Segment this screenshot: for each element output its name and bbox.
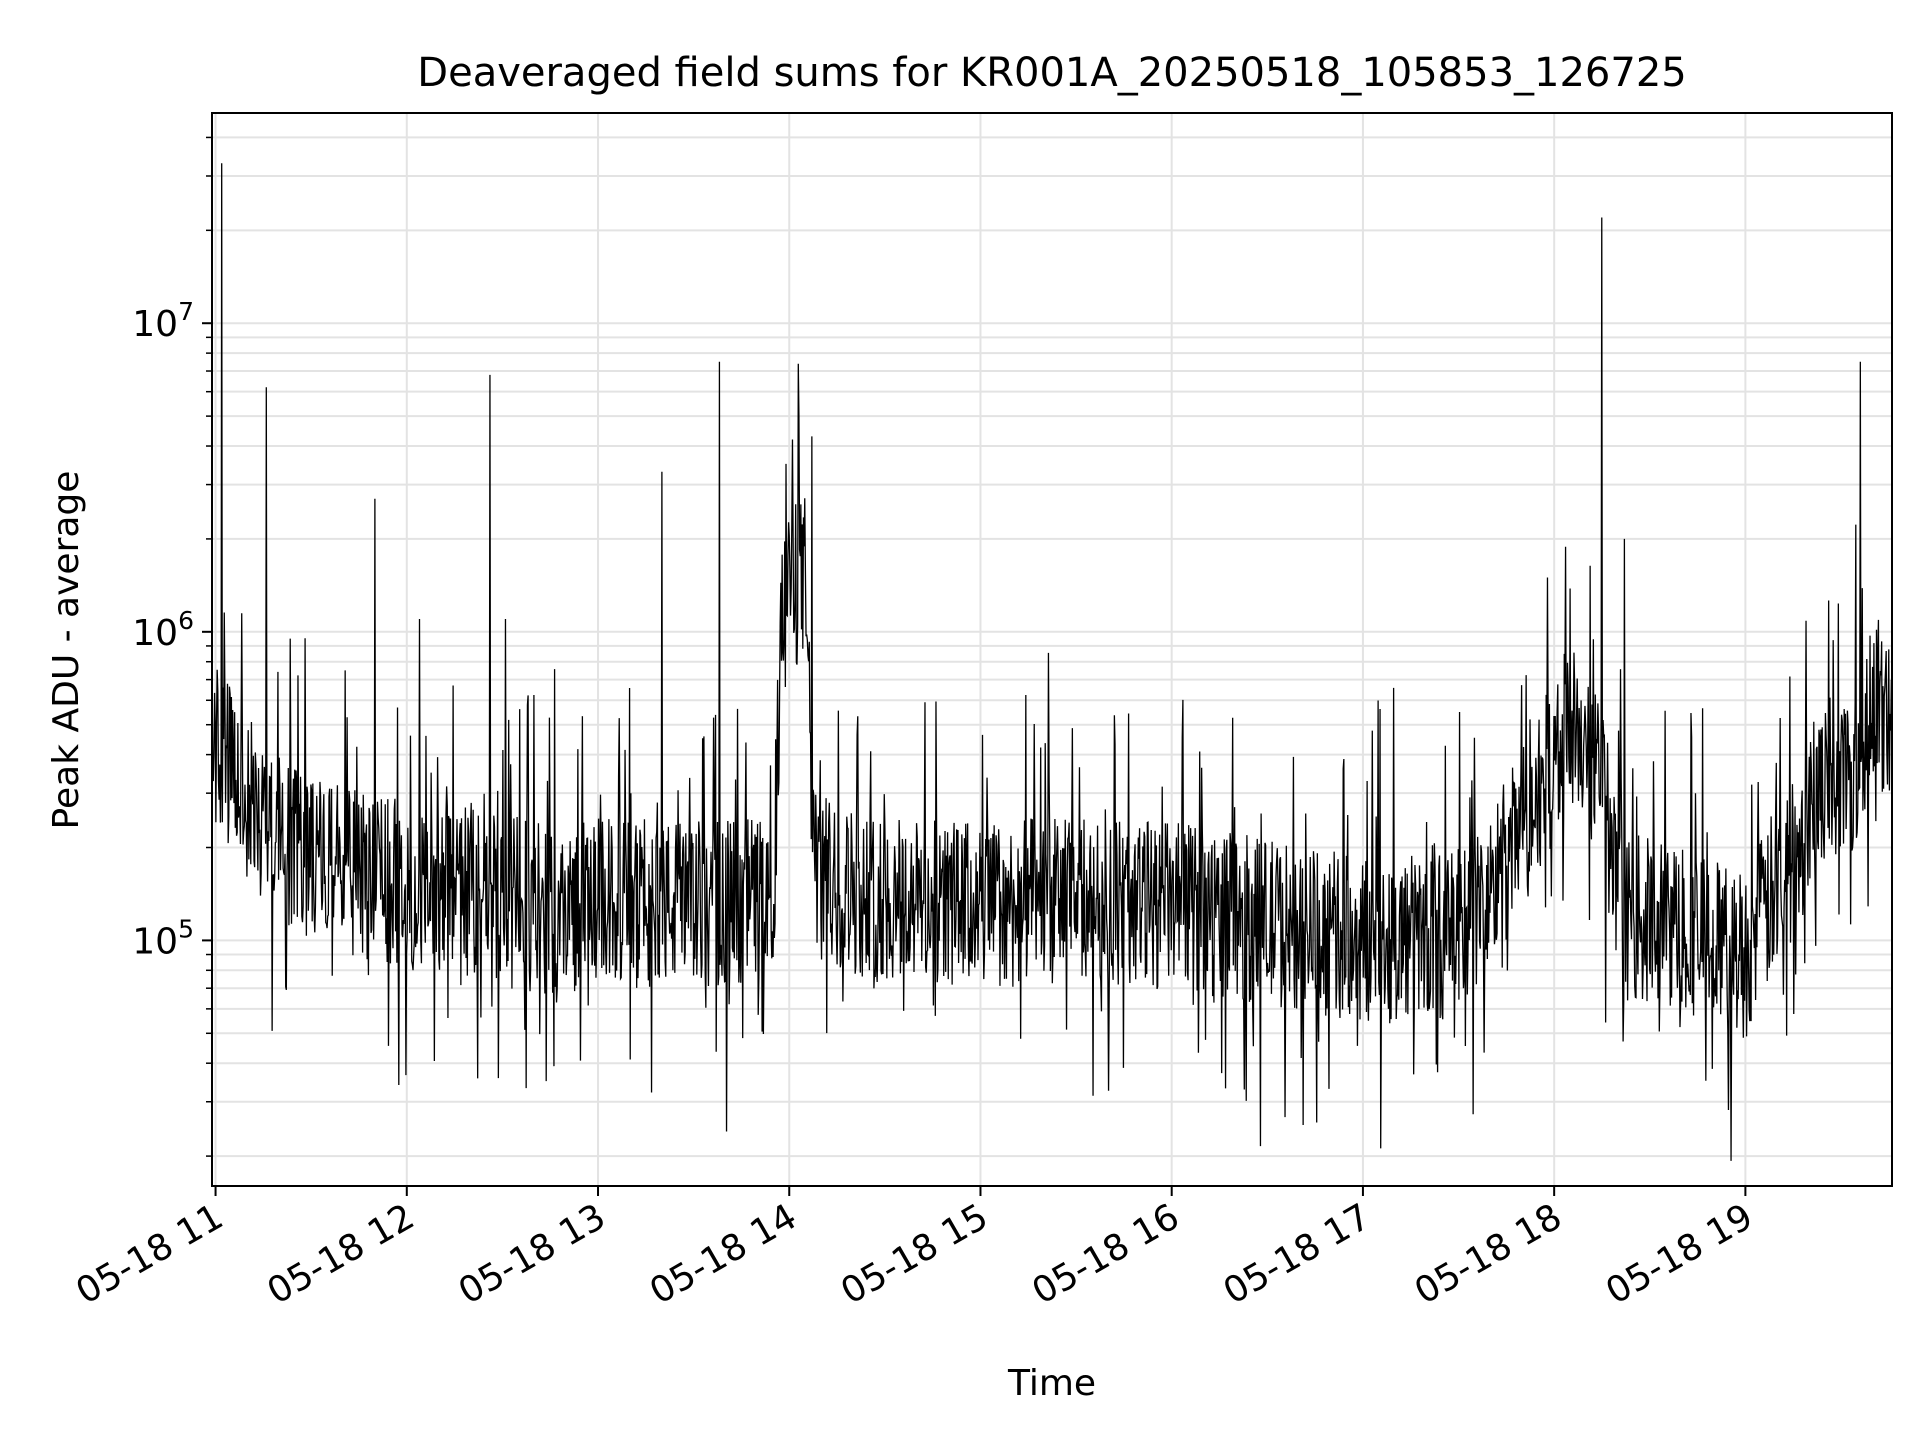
y-axis-label: Peak ADU - average — [46, 471, 87, 830]
y-tick-label: 105 — [132, 914, 194, 962]
x-axis-label: Time — [1007, 1363, 1096, 1404]
series-path — [211, 163, 1893, 1161]
y-tick-label: 107 — [132, 297, 194, 345]
series-line — [211, 163, 1893, 1161]
y-axis: 105 106 107 — [132, 136, 212, 1157]
y-tick-label: 106 — [132, 606, 194, 654]
plot-frame — [211, 112, 1893, 1187]
chart-title: Deaveraged field sums for KR001A_2025051… — [417, 50, 1686, 96]
